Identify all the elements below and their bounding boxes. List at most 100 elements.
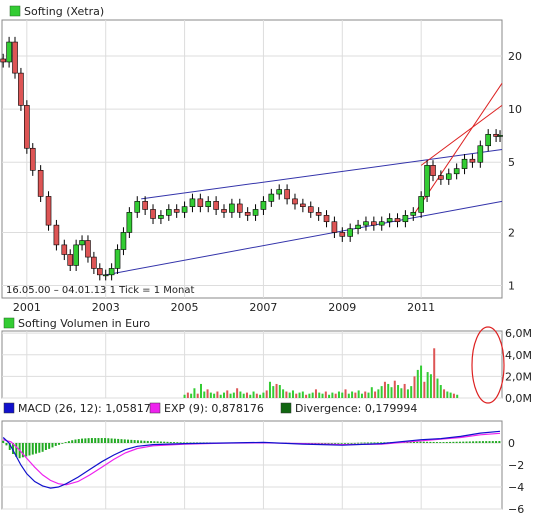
volume-bar	[190, 393, 193, 398]
volume-bar	[410, 386, 413, 398]
volume-bar	[226, 390, 229, 398]
volume-bar	[452, 393, 455, 398]
price-x-tick-label: 2009	[328, 301, 356, 314]
macd-divergence-bar	[376, 442, 379, 444]
volume-bar	[377, 389, 380, 398]
volume-legend-swatch	[3, 317, 15, 329]
macd-divergence-bar	[189, 442, 192, 444]
macd-divergence-bar	[380, 442, 383, 444]
macd-divergence-bar	[343, 443, 346, 444]
volume-bar	[456, 394, 459, 398]
price-trendline	[105, 200, 503, 276]
volume-bar	[393, 380, 396, 398]
macd-divergence-bar	[117, 438, 120, 443]
volume-bar	[426, 372, 429, 398]
price-candle-body	[453, 168, 460, 175]
price-candle-body	[24, 105, 30, 149]
macd-divergence-bar	[498, 441, 501, 443]
price-y-axis: 1 2 5 10 20	[508, 50, 522, 293]
volume-bar	[245, 392, 248, 398]
volume-bar	[334, 393, 337, 398]
price-candle-body	[205, 201, 212, 207]
price-panel: Softing (Xetra) 1 2 5 10 20 2001 2003 2005 2007…	[0, 5, 522, 314]
price-candle-body	[173, 209, 180, 213]
macd-divergence-bar	[81, 438, 84, 443]
volume-bar	[229, 393, 232, 398]
price-candle-body	[424, 165, 430, 197]
macd-divergence-bar	[153, 441, 156, 443]
macd-divergence-bar	[350, 443, 353, 444]
price-candle-body	[276, 189, 283, 195]
volume-legend-label: Softing Volumen in Euro	[18, 317, 150, 330]
macd-divergence-bar	[435, 442, 438, 443]
volume-bar	[397, 385, 400, 398]
macd-divergence-bar	[458, 441, 461, 443]
macd-divergence-bar	[104, 438, 107, 443]
volume-bar	[196, 393, 199, 398]
macd-divergence-bar	[90, 438, 93, 443]
macd-divergence-bar	[383, 442, 386, 444]
price-y-tick-label: 5	[508, 156, 515, 169]
macd-divergence-bar	[67, 441, 70, 443]
macd-divergence-bar	[366, 442, 369, 444]
macd-divergence-bar	[449, 441, 452, 443]
macd-divergence-bar	[182, 442, 185, 444]
volume-bar	[216, 391, 219, 398]
macd-divergence-bar	[324, 443, 327, 444]
price-candle-body	[347, 228, 353, 237]
macd-divergence-bar	[429, 441, 432, 443]
price-candle-body	[6, 41, 12, 63]
price-candle-body	[120, 232, 127, 250]
macd-divergence-bar	[58, 443, 61, 445]
volume-bar	[288, 392, 291, 398]
macd-divergence-bar	[360, 442, 363, 444]
volume-bar	[232, 392, 235, 398]
macd-divergence-bar	[416, 441, 419, 443]
price-x-tick-label: 2011	[407, 301, 435, 314]
price-candle-body	[445, 173, 452, 180]
price-candle-body	[402, 215, 409, 223]
price-x-tick-label: 2001	[13, 301, 41, 314]
volume-bar	[305, 394, 308, 398]
volume-bar	[446, 391, 449, 398]
macd-divergence-bar	[192, 442, 195, 444]
macd-divergence-bar	[94, 438, 97, 443]
macd-lines	[2, 430, 501, 489]
volume-y-tick-label: 6,0M	[505, 327, 532, 340]
macd-divergence-bar	[478, 441, 481, 443]
volume-bar	[239, 391, 242, 398]
macd-divergence-bar	[491, 441, 494, 443]
price-candle-body	[142, 201, 148, 210]
volume-bar	[282, 389, 285, 398]
volume-bar	[360, 393, 363, 398]
macd-divergence-bar	[31, 443, 34, 455]
macd-divergence-bar	[150, 441, 153, 443]
price-x-tick-label: 2005	[171, 301, 199, 314]
macd-divergence-bar	[127, 439, 130, 443]
macd-divergence-bar	[488, 441, 491, 443]
macd-line	[2, 430, 501, 489]
macd-divergence-bar	[495, 441, 498, 443]
macd-divergence-bar	[100, 438, 103, 443]
volume-bar	[429, 374, 432, 398]
price-candle-body	[213, 201, 219, 210]
macd-divergence-bar	[51, 443, 54, 448]
macd-divergence-bar	[15, 443, 18, 457]
macd-y-tick-label: −4	[508, 481, 524, 494]
volume-bars	[183, 348, 459, 398]
macd-divergence-bar	[455, 441, 458, 443]
macd-divergence-bar	[442, 442, 445, 443]
volume-y-tick-label: 0,0M	[505, 392, 532, 405]
volume-bar	[285, 391, 288, 398]
price-candle-body	[438, 175, 444, 180]
macd-divergence-bar	[337, 443, 340, 444]
price-candle-body	[284, 189, 290, 200]
price-candle-body	[371, 221, 377, 226]
macd-divergence-bar	[422, 441, 425, 443]
price-trendline	[141, 149, 503, 200]
macd-divergence-bar	[74, 439, 77, 443]
macd-panel: MACD (26, 12): 1,05817 EXP (9): 0,878176 D…	[1, 402, 524, 513]
price-candle-body	[67, 254, 74, 266]
volume-bar	[186, 392, 189, 398]
macd-divergence-bar	[38, 443, 41, 453]
